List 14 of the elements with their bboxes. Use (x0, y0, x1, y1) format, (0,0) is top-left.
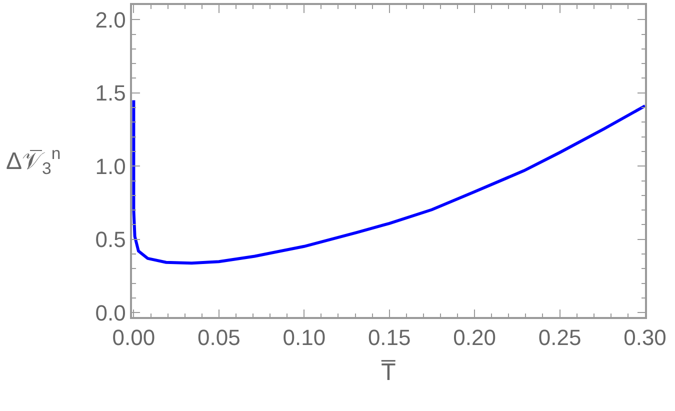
x-tick-label: 0.20 (453, 325, 496, 350)
x-tick-label: 0.25 (538, 325, 582, 350)
y-tick-label: 1.0 (95, 154, 126, 179)
y-tick-label: 1.5 (95, 80, 126, 106)
line-series (132, 98, 645, 265)
x-tick-label: 0.00 (112, 325, 156, 350)
y-tick-label: 2.0 (95, 7, 126, 32)
x-axis-title: T̅ (381, 358, 396, 386)
x-tick-label: 0.05 (198, 325, 240, 350)
x-tick-label: 0.15 (368, 325, 411, 350)
y-tick-label: 0.0 (95, 300, 126, 326)
x-tick-label: 0.10 (282, 325, 326, 350)
x-tick-label: 0.30 (624, 325, 666, 350)
y-tick-label: 0.5 (95, 227, 126, 252)
